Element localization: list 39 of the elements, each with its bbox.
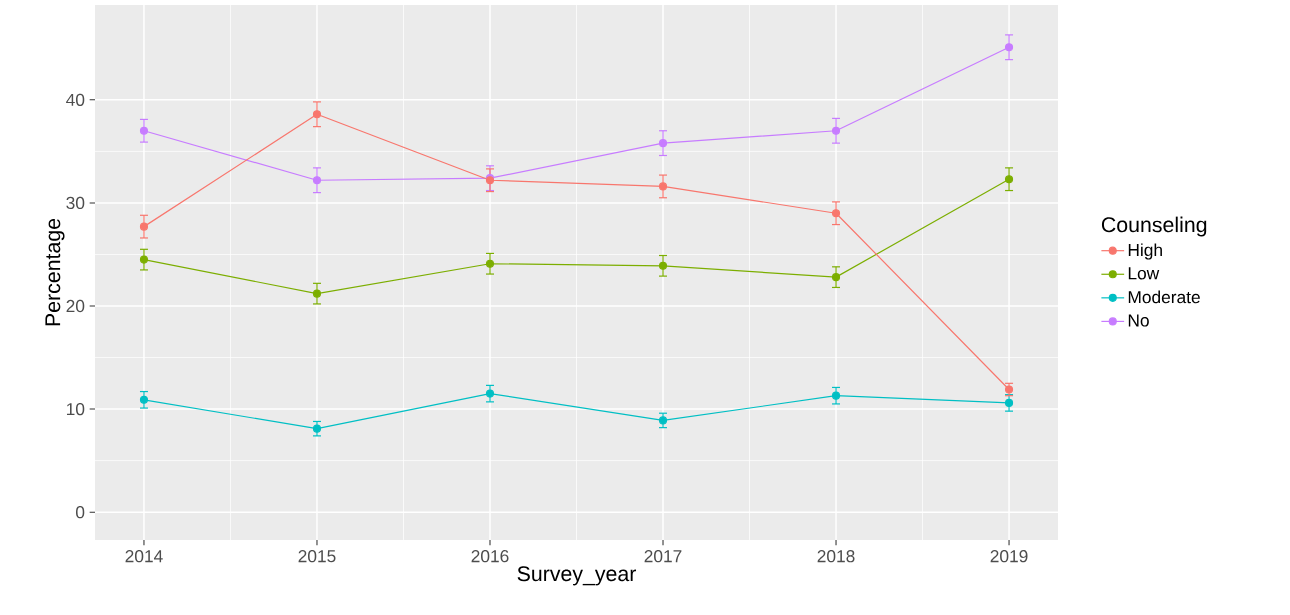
legend-label: High — [1128, 243, 1162, 260]
y-tick-label: 0 — [75, 506, 85, 519]
point — [831, 209, 841, 218]
point — [831, 273, 841, 282]
point — [139, 255, 149, 264]
point — [831, 126, 841, 135]
x-tick-label: 2017 — [644, 550, 682, 563]
point — [312, 176, 322, 185]
x-tick-label: 2016 — [471, 550, 509, 563]
point — [312, 289, 322, 298]
y-tick-label: 10 — [66, 402, 85, 416]
legend-label: Low — [1128, 267, 1160, 280]
legend-label: Moderate — [1128, 290, 1200, 304]
point — [139, 395, 149, 404]
point — [139, 222, 149, 231]
point — [312, 110, 322, 119]
point — [658, 139, 668, 148]
point — [658, 182, 668, 191]
legend-title: Counseling — [1101, 216, 1207, 237]
point — [312, 424, 322, 433]
point — [658, 416, 668, 425]
point — [485, 259, 495, 268]
y-tick-label: 40 — [66, 93, 85, 106]
point — [485, 389, 495, 398]
legend-label: No — [1128, 314, 1149, 327]
point — [1004, 175, 1014, 184]
point — [658, 261, 668, 270]
point — [1004, 398, 1014, 407]
x-tick-label: 2014 — [125, 550, 163, 563]
x-tick-label: 2019 — [990, 550, 1028, 563]
x-tick-label: 2015 — [298, 550, 336, 563]
x-tick-label: 2018 — [817, 550, 855, 563]
point — [139, 126, 149, 135]
y-tick-label: 30 — [66, 196, 85, 210]
y-tick-label: 20 — [66, 299, 85, 313]
point — [1004, 43, 1014, 52]
x-axis-title: Survey_year — [517, 566, 637, 586]
y-axis-title: Percentage — [45, 218, 65, 326]
point — [831, 391, 841, 400]
